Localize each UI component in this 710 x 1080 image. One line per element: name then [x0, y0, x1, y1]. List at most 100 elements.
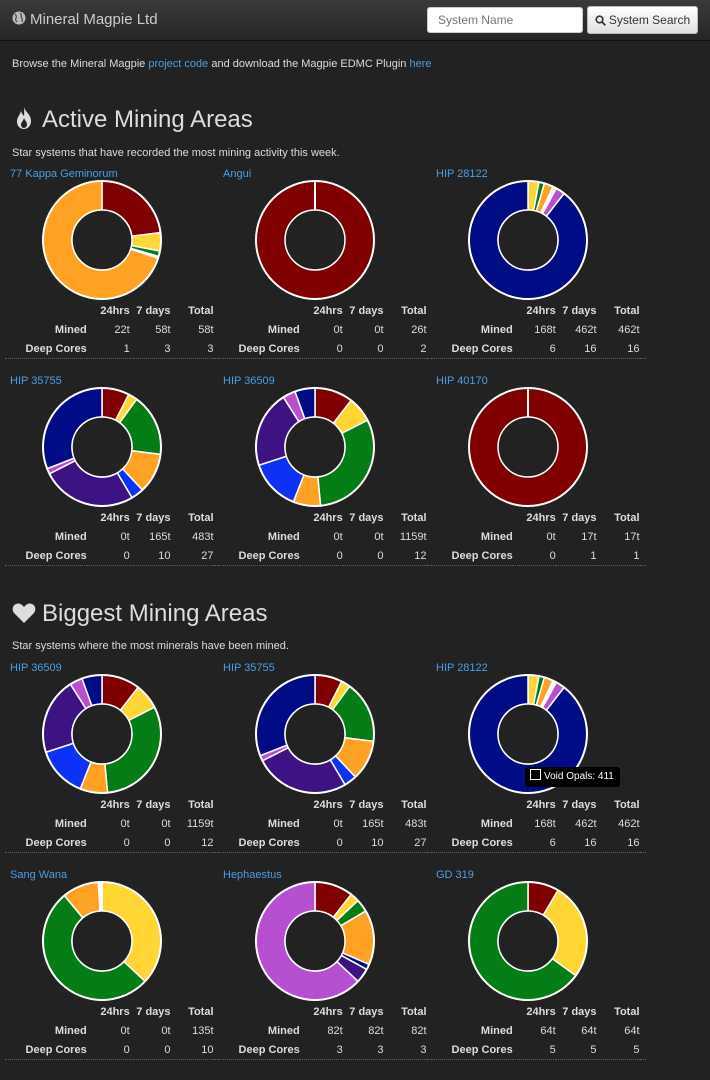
col-total: Total [401, 304, 427, 317]
donut-hole [71, 209, 133, 271]
donut-outline [255, 881, 375, 1001]
col-7days: 7 days [562, 1005, 597, 1018]
col-24hrs: 24hrs [526, 511, 556, 524]
mined-total: 82t [411, 1024, 427, 1037]
mined-total: 483t [192, 530, 214, 543]
mineral-donut-chart[interactable] [467, 179, 589, 301]
mineral-donut-chart[interactable] [467, 880, 589, 1002]
heart-icon [12, 603, 36, 623]
col-24hrs: 24hrs [313, 798, 343, 811]
system-name-input[interactable] [427, 7, 583, 33]
system-card: HIP 35755 24hrs 7 days Total Mined 0t 16… [218, 662, 433, 862]
globe-icon [12, 11, 26, 25]
cores-total: 27 [383, 833, 427, 853]
mined-total: 1159t [186, 817, 214, 830]
mined-total: 462t [618, 817, 640, 830]
col-7days: 7 days [136, 798, 171, 811]
mined-7days: 462t [575, 323, 597, 336]
mined-label: Mined [480, 817, 513, 830]
cores-7days: 0 [342, 546, 384, 566]
navbar: Mineral Magpie Ltd System Search [0, 0, 710, 41]
col-total: Total [614, 1005, 640, 1018]
system-link[interactable]: Sang Wana [10, 869, 68, 881]
plugin-download-link[interactable]: here [409, 58, 432, 70]
cores-24hrs: 6 [512, 339, 556, 359]
search-icon [595, 15, 606, 26]
deep-cores-label: Deep Cores [218, 546, 300, 566]
mined-7days: 17t [581, 530, 597, 543]
deep-cores-label: Deep Cores [218, 339, 300, 359]
system-link[interactable]: Angui [223, 168, 252, 180]
deep-cores-label: Deep Cores [5, 339, 87, 359]
donut-hole [284, 703, 346, 765]
cores-total: 12 [170, 833, 214, 853]
system-card: 77 Kappa Geminorum 24hrs 7 days Total Mi… [5, 168, 220, 368]
donut-hole [284, 209, 346, 271]
donut-hole [284, 416, 346, 478]
mined-7days: 64t [581, 1024, 597, 1037]
mined-7days: 165t [149, 530, 171, 543]
mineral-donut-chart[interactable] [467, 386, 589, 508]
donut-outline [255, 387, 375, 507]
mined-7days: 0t [161, 817, 171, 830]
cores-7days: 3 [342, 1040, 384, 1060]
cores-24hrs: 0 [512, 546, 556, 566]
cores-7days: 5 [555, 1040, 597, 1060]
system-search-button[interactable]: System Search [587, 6, 698, 34]
mineral-donut-chart[interactable] [41, 179, 163, 301]
section-title-biggest: Biggest Mining Areas [12, 600, 267, 628]
mineral-donut-chart[interactable] [254, 386, 376, 508]
intro-text: Browse the Mineral Magpie project code a… [12, 58, 432, 70]
project-code-link[interactable]: project code [148, 58, 209, 70]
mineral-donut-chart[interactable] [254, 179, 376, 301]
system-card: HIP 36509 24hrs 7 days Total Mined 0t 0t… [218, 375, 433, 575]
system-link[interactable]: HIP 28122 [436, 662, 488, 674]
donut-hole [497, 416, 559, 478]
mined-24hrs: 22t [114, 323, 130, 336]
mined-24hrs: 82t [327, 1024, 343, 1037]
system-link[interactable]: HIP 40170 [436, 375, 488, 387]
mined-label: Mined [54, 323, 87, 336]
system-link[interactable]: HIP 28122 [436, 168, 488, 180]
col-24hrs: 24hrs [100, 511, 130, 524]
mining-stats-table: 24hrs 7 days Total Mined 64t 64t 64t Dee… [431, 1002, 646, 1060]
col-7days: 7 days [562, 304, 597, 317]
col-7days: 7 days [136, 1005, 171, 1018]
system-link[interactable]: HIP 36509 [10, 662, 62, 674]
donut-outline [468, 881, 588, 1001]
mining-stats-table: 24hrs 7 days Total Mined 0t 165t 483t De… [218, 795, 433, 853]
brand[interactable]: Mineral Magpie Ltd [12, 11, 158, 28]
system-link[interactable]: HIP 36509 [223, 375, 275, 387]
mineral-donut-chart[interactable] [254, 880, 376, 1002]
col-24hrs: 24hrs [526, 798, 556, 811]
mined-7days: 82t [368, 1024, 384, 1037]
col-total: Total [614, 798, 640, 811]
col-total: Total [188, 1005, 214, 1018]
system-link[interactable]: Hephaestus [223, 869, 282, 881]
mined-label: Mined [267, 323, 300, 336]
cores-24hrs: 0 [86, 546, 130, 566]
mining-stats-table: 24hrs 7 days Total Mined 0t 17t 17t Deep… [431, 508, 646, 566]
donut-hole [497, 910, 559, 972]
deep-cores-label: Deep Cores [431, 833, 513, 853]
mining-stats-table: 24hrs 7 days Total Mined 0t 165t 483t De… [5, 508, 220, 566]
donut-outline [468, 387, 588, 507]
system-card: HIP 40170 24hrs 7 days Total Mined 0t 17… [431, 375, 646, 575]
tooltip-swatch [530, 769, 541, 780]
system-link[interactable]: 77 Kappa Geminorum [10, 168, 118, 180]
mineral-donut-chart[interactable] [41, 673, 163, 795]
mined-total: 135t [192, 1024, 214, 1037]
mined-label: Mined [54, 1024, 87, 1037]
intro-part-1: Browse the Mineral Magpie [12, 58, 149, 70]
system-link[interactable]: HIP 35755 [10, 375, 62, 387]
mineral-donut-chart[interactable] [41, 386, 163, 508]
mined-label: Mined [267, 530, 300, 543]
mineral-donut-chart[interactable] [254, 673, 376, 795]
system-link[interactable]: HIP 35755 [223, 662, 275, 674]
mined-total: 26t [411, 323, 427, 336]
mineral-donut-chart[interactable] [41, 880, 163, 1002]
system-card: GD 319 24hrs 7 days Total Mined 64t 64t … [431, 869, 646, 1069]
col-7days: 7 days [349, 1005, 384, 1018]
col-total: Total [614, 511, 640, 524]
system-link[interactable]: GD 319 [436, 869, 474, 881]
